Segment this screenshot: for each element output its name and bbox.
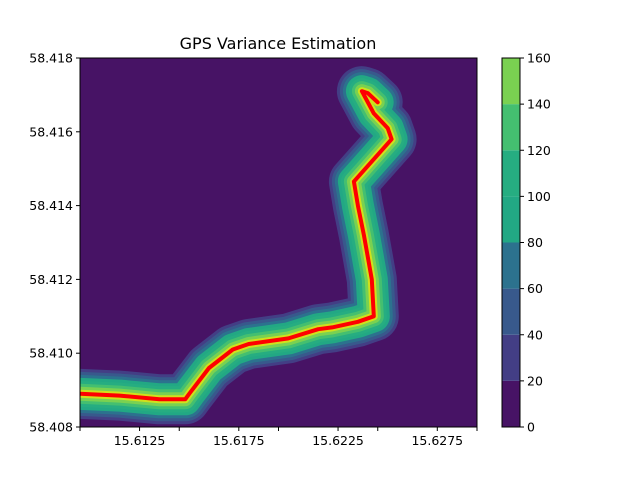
colorbar-band: [502, 380, 520, 427]
colorbar-tick-label: 0: [527, 420, 535, 435]
colorbar-tick-label: 60: [527, 281, 543, 296]
y-tick-label: 58.418: [29, 51, 73, 66]
x-tick-label: 15.6175: [213, 433, 265, 448]
x-tick-label: 15.6125: [114, 433, 166, 448]
y-tick-label: 58.412: [29, 272, 73, 287]
plot-background: [80, 58, 477, 427]
colorbar-tick-label: 20: [527, 373, 543, 388]
colorbar-band: [502, 104, 520, 151]
colorbar-tick-label: 120: [527, 143, 551, 158]
colorbar-tick-label: 140: [527, 97, 551, 112]
y-tick-label: 58.408: [29, 420, 73, 435]
colorbar-band: [502, 196, 520, 243]
plot-area: [80, 58, 477, 427]
colorbar-band: [502, 288, 520, 335]
chart-title: GPS Variance Estimation: [180, 34, 377, 53]
y-tick-label: 58.410: [29, 346, 73, 361]
colorbar-tick-label: 100: [527, 189, 551, 204]
colorbar-band: [502, 150, 520, 197]
x-tick-label: 15.6225: [312, 433, 364, 448]
y-tick-label: 58.414: [29, 198, 73, 213]
colorbar-band: [502, 242, 520, 289]
y-axis: 58.408 58.410 58.412 58.414 58.416 58.418: [29, 51, 80, 435]
colorbar-tick-label: 40: [527, 327, 543, 342]
x-axis: 15.6125 15.6175 15.6225 15.6275: [79, 427, 478, 448]
x-tick-label: 15.6275: [411, 433, 463, 448]
y-tick-label: 58.416: [29, 124, 73, 139]
gps-track: [80, 89, 394, 402]
colorbar-band: [502, 58, 520, 105]
colorbar-tick-label: 160: [527, 51, 551, 66]
colorbar-tick-label: 80: [527, 235, 543, 250]
colorbar: 0 20 40 60 80 100 120 140 160: [501, 51, 551, 435]
gps-track-line: [80, 89, 394, 402]
colorbar-band: [502, 334, 520, 381]
